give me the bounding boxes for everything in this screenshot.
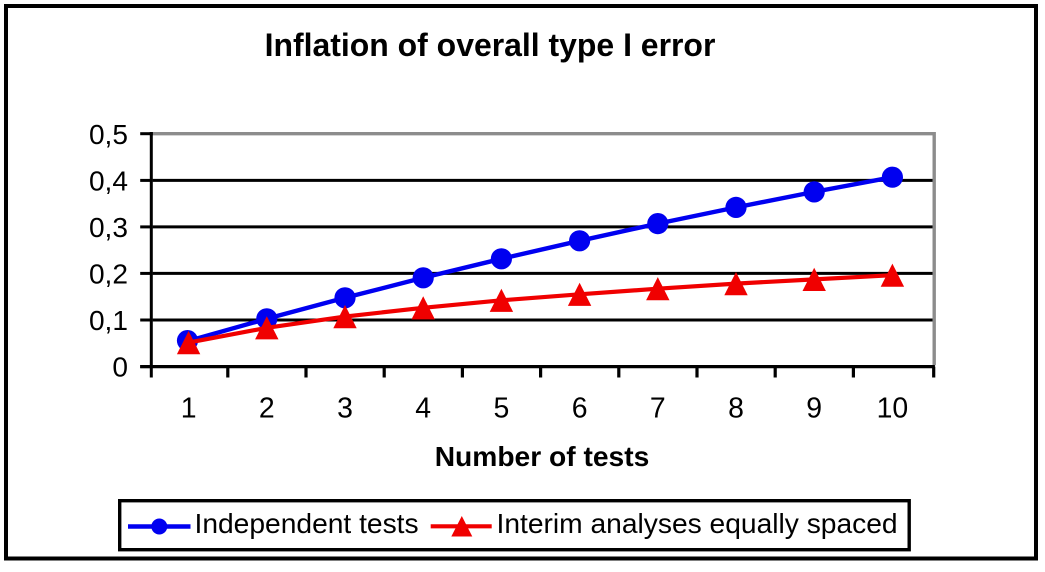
svg-text:2: 2 — [259, 392, 275, 424]
svg-text:Interim analyses equally space: Interim analyses equally spaced — [497, 507, 898, 539]
svg-text:6: 6 — [572, 392, 588, 424]
svg-text:1: 1 — [181, 392, 197, 424]
svg-text:0,4: 0,4 — [89, 166, 128, 197]
svg-text:Inflation of overall type I er: Inflation of overall type I error — [265, 27, 716, 63]
svg-text:Independent tests: Independent tests — [195, 507, 419, 539]
svg-text:9: 9 — [806, 392, 822, 424]
svg-text:0,3: 0,3 — [89, 212, 128, 243]
svg-text:0,2: 0,2 — [89, 259, 128, 290]
svg-text:3: 3 — [337, 392, 353, 424]
svg-text:4: 4 — [415, 392, 431, 424]
svg-text:0: 0 — [112, 352, 128, 383]
svg-text:5: 5 — [494, 392, 510, 424]
svg-text:8: 8 — [728, 392, 744, 424]
svg-text:10: 10 — [877, 392, 909, 424]
svg-text:Number of tests: Number of tests — [435, 440, 650, 472]
svg-text:0,5: 0,5 — [89, 119, 128, 150]
svg-text:0,1: 0,1 — [89, 305, 128, 336]
svg-text:7: 7 — [650, 392, 666, 424]
